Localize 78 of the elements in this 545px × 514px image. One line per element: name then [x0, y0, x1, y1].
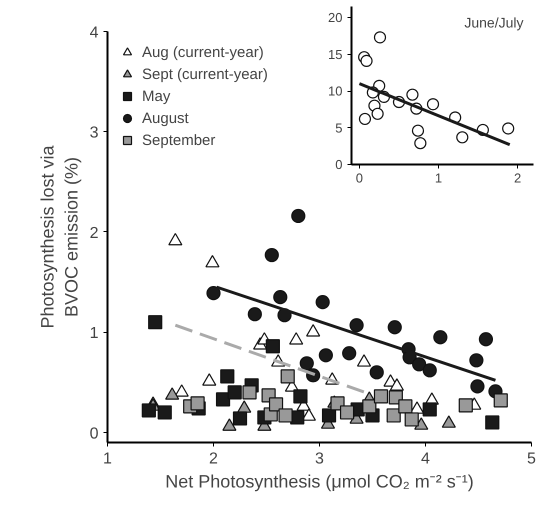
point: [280, 369, 295, 384]
point: [422, 363, 437, 378]
point: [268, 397, 284, 412]
point: [206, 286, 221, 300]
x-tick-label: 5: [527, 450, 536, 468]
point: [470, 379, 485, 394]
point: [412, 357, 426, 372]
point: [248, 307, 262, 322]
point: [362, 399, 376, 414]
point: [358, 112, 372, 126]
point: [273, 290, 288, 304]
point: [228, 385, 242, 400]
point: [190, 396, 205, 411]
point: [264, 248, 279, 262]
point: [350, 318, 364, 332]
point: [386, 408, 401, 423]
point: [142, 403, 156, 418]
point: [372, 108, 384, 120]
point: [266, 339, 280, 354]
point: [242, 385, 257, 400]
point: [370, 365, 384, 380]
point: [374, 31, 386, 44]
point: [148, 315, 162, 330]
point: [300, 356, 314, 370]
point: [374, 389, 388, 404]
point: [278, 408, 293, 423]
point: [291, 208, 306, 224]
x-axis-title: Net Photosynthesis (μmol CO₂ m⁻² s⁻¹): [165, 472, 474, 492]
annotation: June/July: [464, 14, 524, 30]
y-tick-label: 4: [90, 24, 99, 42]
point: [458, 398, 473, 413]
point: [322, 408, 336, 423]
point: [433, 330, 448, 344]
point: [318, 348, 333, 362]
point: [388, 320, 402, 334]
point: [404, 412, 419, 427]
point: [398, 399, 412, 414]
point: [469, 353, 484, 368]
point: [293, 389, 308, 404]
y-tick-label: 15: [328, 46, 343, 62]
x-tick-label: 2: [209, 450, 218, 468]
y-tick-label: 0: [90, 425, 99, 442]
y-tick-label: 2: [90, 224, 99, 242]
point: [502, 122, 514, 135]
point: [422, 402, 437, 417]
y-tick-label: 3: [90, 124, 99, 142]
point: [360, 54, 373, 67]
point: [158, 405, 172, 420]
x-tick-label: 3: [315, 450, 324, 468]
x-tick-label: 1: [434, 170, 442, 186]
legend-label: May: [142, 86, 170, 106]
point: [220, 369, 234, 384]
point: [342, 346, 356, 360]
point: [406, 88, 419, 101]
x-tick-label: 4: [421, 450, 430, 468]
point: [414, 137, 426, 150]
legend-label: Aug (current-year): [142, 42, 264, 62]
point: [485, 415, 500, 430]
point: [412, 124, 424, 137]
point: [426, 98, 440, 110]
point: [232, 411, 248, 426]
x-tick-label: 0: [356, 170, 364, 186]
point: [340, 405, 354, 420]
point: [494, 393, 508, 408]
legend-label: August: [142, 108, 189, 128]
y-tick-label: 10: [328, 84, 343, 99]
x-tick-label: 2: [514, 170, 522, 186]
point: [456, 131, 468, 144]
y-axis-title: Photosynthesis lost via BVOC emission (%): [38, 144, 82, 329]
y-tick-label: 5: [335, 120, 343, 136]
legend-label: Sept (current-year): [142, 64, 268, 84]
y-tick-label: 20: [328, 10, 343, 26]
legend-label: September: [142, 130, 216, 150]
point: [478, 332, 494, 346]
y-tick-label: 1: [90, 325, 99, 342]
y-tick-label: 0: [335, 157, 343, 172]
x-tick-label: 1: [103, 450, 112, 468]
point: [316, 295, 330, 310]
